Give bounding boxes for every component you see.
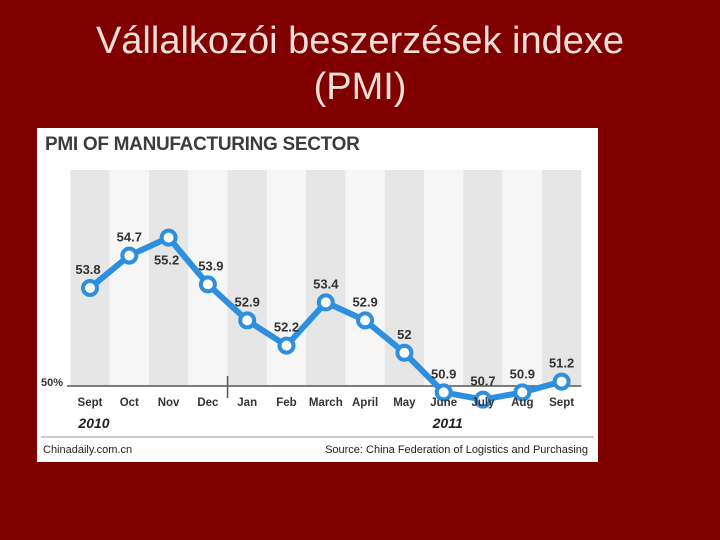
data-label: 55.2 <box>154 253 179 268</box>
data-point <box>474 390 492 409</box>
pmi-line-chart: 50% 53.8 54.7 55.2 53.9 52.9 52.2 53.4 52.9 52 50.… <box>41 170 594 438</box>
data-label: 53.8 <box>75 262 100 277</box>
x-tick-label: Oct <box>120 397 139 409</box>
data-point <box>356 311 375 330</box>
grid-band <box>148 170 189 386</box>
x-tick-label: Sept <box>78 397 103 409</box>
slide-title-line-2: (PMI) <box>313 66 407 108</box>
data-label: 53.9 <box>198 258 223 273</box>
x-tick-label: Sept <box>549 397 574 409</box>
data-point <box>277 336 296 355</box>
data-point <box>316 293 335 312</box>
x-tick-label: May <box>393 397 416 409</box>
data-point <box>120 246 139 265</box>
grid-band <box>227 170 267 386</box>
data-point <box>513 383 532 402</box>
chart-title: PMI OF MANUFACTURING SECTOR <box>45 134 360 155</box>
x-tick-label: April <box>352 397 378 409</box>
x-tick-label: June <box>430 397 457 409</box>
year-label: 2011 <box>432 415 463 431</box>
chart-image: PMI OF MANUFACTURING SECTOR 50% 53.8 54.7 5… <box>37 128 598 462</box>
data-label: 52.9 <box>352 294 377 309</box>
chart-source: Source: China Federation of Logistics an… <box>325 444 588 456</box>
data-label: 51.2 <box>549 356 574 371</box>
grid-band <box>306 170 346 386</box>
data-label: 52.2 <box>274 320 299 335</box>
slide-title-line-1: Vállalkozói beszerzések indexe <box>95 20 625 62</box>
x-tick-label: Feb <box>276 397 296 409</box>
x-tick-label: Nov <box>158 397 180 409</box>
data-label: 50.7 <box>470 374 495 389</box>
data-label: 52 <box>397 327 411 342</box>
x-tick-label: Jan <box>237 397 257 409</box>
data-point <box>159 228 178 247</box>
y-baseline-label: 50% <box>41 377 63 389</box>
x-tick-label: March <box>309 397 343 409</box>
grid-band <box>541 170 582 386</box>
data-label: 53.4 <box>313 276 339 291</box>
grid-band <box>345 170 385 386</box>
data-point <box>395 343 414 362</box>
chart-credit: Chinadaily.com.cn <box>43 444 133 456</box>
grid-band <box>463 170 503 386</box>
data-label: 54.7 <box>117 230 142 245</box>
data-label: 52.9 <box>235 294 260 309</box>
x-tick-label: Dec <box>197 397 219 409</box>
data-point <box>81 279 99 297</box>
data-point <box>238 311 257 330</box>
slide-title: Vállalkozói beszerzések indexe (PMI) <box>0 18 720 110</box>
data-label: 50.9 <box>510 366 535 381</box>
data-point <box>198 275 217 294</box>
grid-band <box>424 170 464 386</box>
data-label: 50.9 <box>431 366 456 381</box>
grid-band <box>109 170 149 386</box>
x-tick-label: Aug <box>511 397 533 409</box>
data-point <box>434 383 453 402</box>
x-tick-label: July <box>471 397 495 409</box>
year-label: 2010 <box>77 415 109 431</box>
grid-band <box>502 170 542 386</box>
data-point <box>552 372 571 391</box>
